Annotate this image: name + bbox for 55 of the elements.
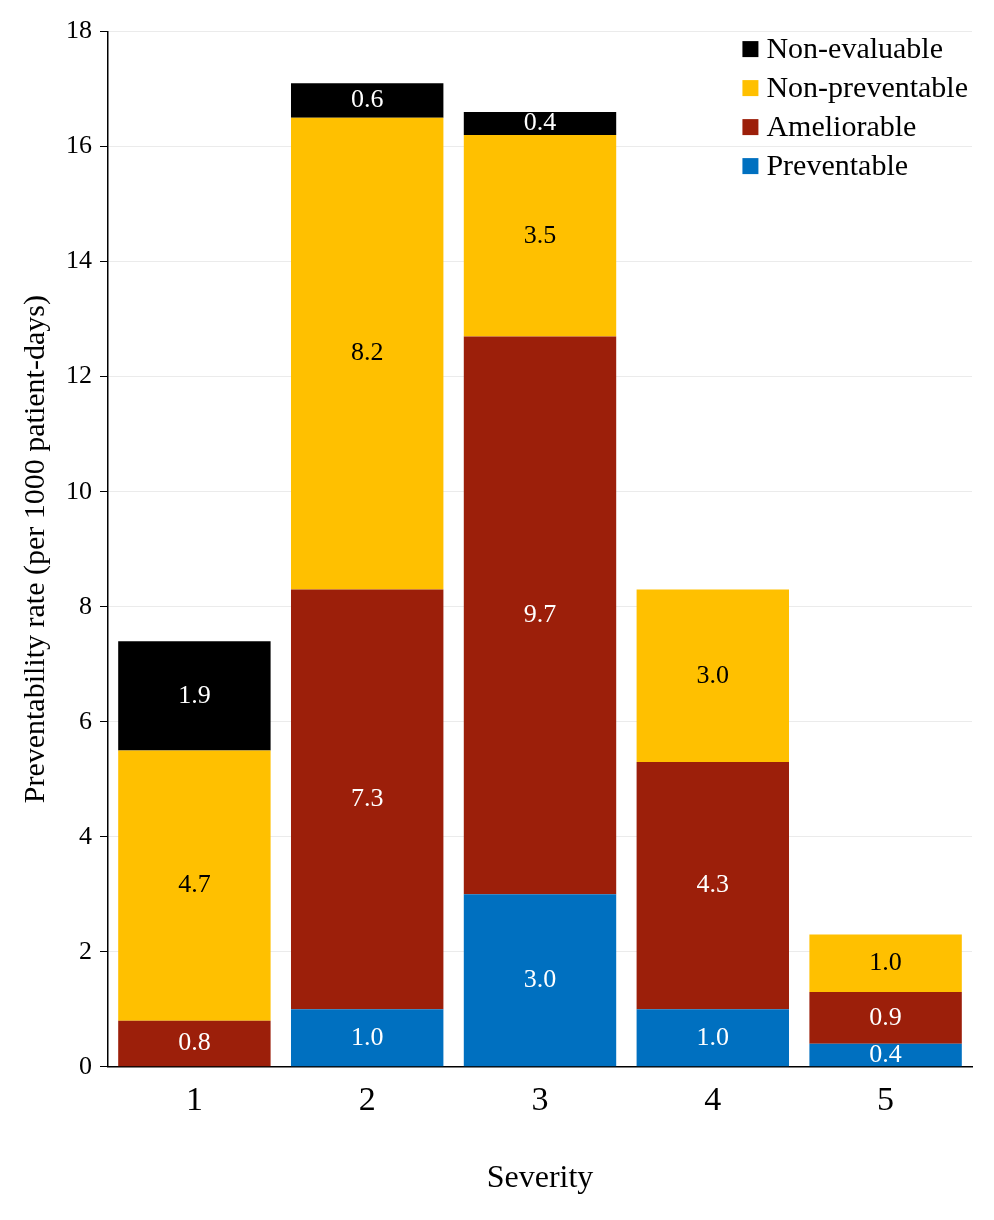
legend-label: Non-preventable [766,69,968,103]
bar [118,641,271,751]
bar [118,1020,271,1067]
data-label: 8.2 [350,337,384,367]
bar [291,117,444,590]
bar [291,589,444,1010]
x-tick-label: 4 [704,1080,722,1118]
data-label: 4.7 [178,869,211,899]
y-tick-label: 14 [66,245,92,275]
y-tick-label: 8 [79,590,92,620]
data-label: 0.6 [350,84,384,114]
y-tick-label: 18 [66,15,92,45]
y-tick-label: 10 [66,475,92,505]
legend-label: Preventable [766,147,909,181]
y-tick-label: 6 [79,705,92,735]
data-label: 9.7 [523,599,557,629]
data-label: 0.4 [869,1038,902,1068]
x-axis-title: Severity [486,1158,594,1195]
bar [463,894,617,1067]
bar [809,934,962,993]
data-label: 1.0 [350,1021,384,1051]
bar [118,750,271,1021]
x-tick-label: 1 [185,1080,203,1118]
data-label: 1.0 [869,947,902,977]
bar [809,1043,962,1067]
bar [463,336,617,895]
bar [291,83,444,118]
data-label: 0.9 [869,1001,902,1031]
legend-label: Ameliorable [766,108,917,142]
data-label: 0.4 [523,107,557,137]
bar [636,761,790,1010]
bar [463,135,617,337]
data-label: 4.3 [696,869,730,899]
y-tick-label: 16 [66,130,92,160]
data-label: 1.9 [178,679,211,709]
data-label: 1.0 [696,1021,730,1051]
x-tick-label: 3 [531,1080,549,1118]
data-label: 0.8 [178,1027,211,1057]
data-label: 7.3 [350,783,384,813]
y-axis-title: Preventability rate (per 1000 patient-days) [16,295,51,804]
data-label: 3.0 [696,659,730,689]
x-tick-label: 5 [877,1080,895,1118]
bar [636,1009,790,1067]
bar [636,589,790,762]
x-tick-label: 2 [358,1080,376,1118]
legend-label: Non-evaluable [766,30,944,64]
bar [809,992,962,1044]
data-label: 3.5 [523,219,557,249]
data-label: 3.0 [523,964,557,994]
y-tick-label: 12 [66,360,92,390]
y-tick-label: 4 [79,820,92,850]
bar [463,112,617,136]
bar [291,1009,444,1067]
y-tick-label: 0 [79,1050,92,1080]
y-tick-label: 2 [79,935,92,965]
